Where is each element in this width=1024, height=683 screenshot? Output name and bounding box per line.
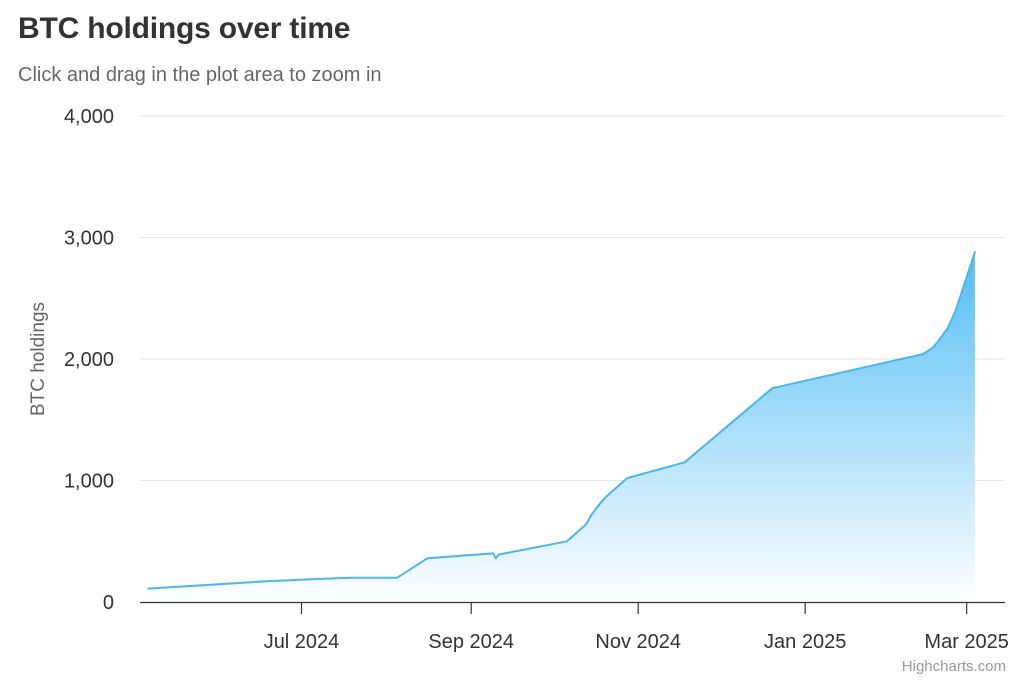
y-axis-title: BTC holdings [28,302,49,416]
x-tick-label: Nov 2024 [595,631,681,653]
series-btc-holdings[interactable] [147,251,976,602]
x-axis: Jul 2024 Sep 2024 Nov 2024 Jan 2025 Mar 2025 [140,601,1009,653]
series-area [148,252,975,602]
x-tick-label: Jan 2025 [764,631,846,653]
x-tick-label: Mar 2025 [924,631,1009,653]
x-tick-label: Jul 2024 [264,631,340,653]
y-tick-label: 3,000 [64,228,114,250]
series-line[interactable] [147,251,976,590]
chart-title: BTC holdings over time [18,12,351,45]
y-axis: 0 1,000 2,000 3,000 4,000 [64,106,114,614]
credits-link[interactable]: Highcharts.com [901,658,1006,675]
x-tick-label: Sep 2024 [428,631,514,653]
chart-subtitle: Click and drag in the plot area to zoom … [18,64,382,86]
y-tick-label: 1,000 [64,471,114,493]
y-tick-label: 4,000 [64,106,114,128]
y-tick-label: 2,000 [64,349,114,371]
y-tick-label: 0 [103,592,114,614]
